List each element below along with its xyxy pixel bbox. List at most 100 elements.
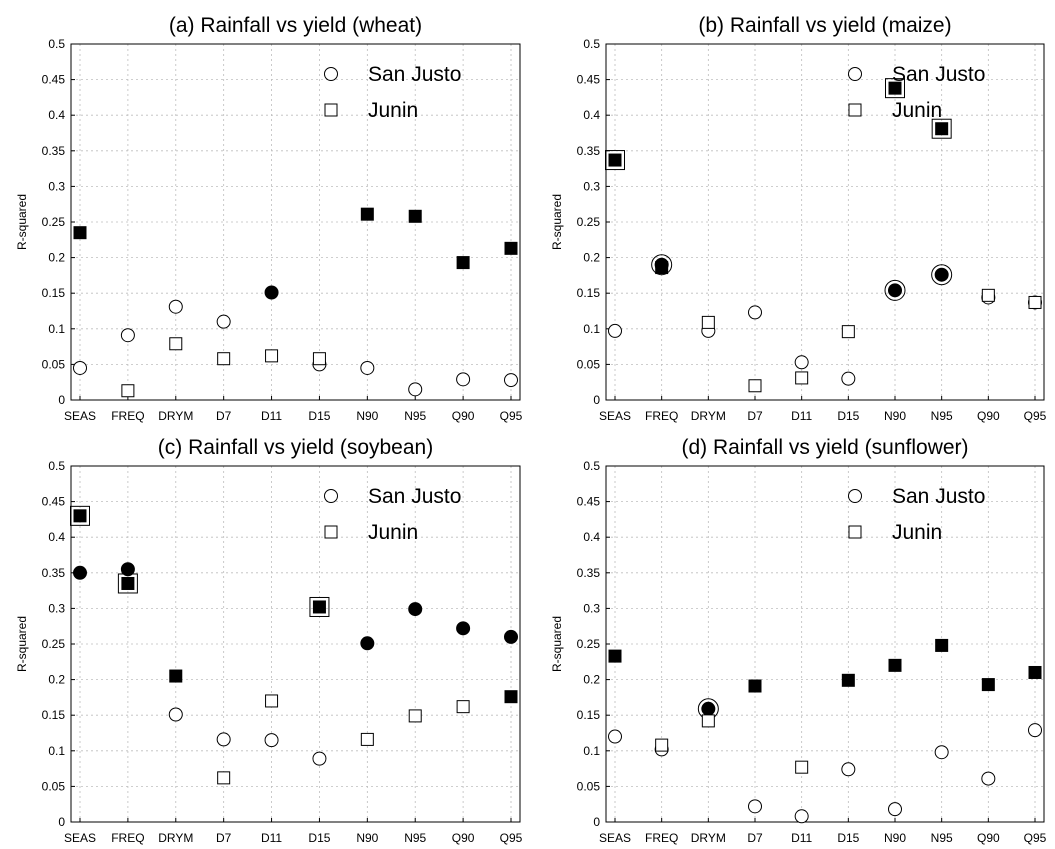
x-tick-label: N95: [931, 831, 953, 845]
x-tick-label: D15: [308, 831, 330, 845]
x-tick-label: D11: [261, 409, 282, 423]
legend-marker-circle: [324, 67, 338, 81]
y-tick-label: 0.5: [48, 37, 65, 51]
marker-circle: [312, 751, 327, 766]
marker-circle: [456, 372, 471, 387]
marker-square: [848, 525, 862, 539]
legend-marker-square: [324, 525, 338, 539]
y-tick-label: 0.4: [583, 530, 600, 544]
y-tick-label: 0.35: [42, 144, 66, 158]
y-tick-label: 0.25: [42, 637, 66, 651]
x-tick-label: Q90: [977, 409, 1000, 423]
data-point: [504, 241, 518, 255]
marker-square: [1028, 665, 1042, 679]
data-point: [608, 729, 622, 744]
data-point: [608, 323, 622, 338]
x-tick-label: D11: [791, 831, 812, 845]
x-tick-label: N90: [356, 831, 378, 845]
data-point: [1028, 723, 1042, 738]
marker-circle: [264, 733, 279, 748]
marker-circle: [408, 602, 423, 617]
data-point: [841, 325, 855, 339]
marker-circle: [324, 67, 338, 81]
data-point: [216, 314, 231, 329]
y-tick-label: 0.45: [577, 73, 601, 87]
data-point: [701, 714, 715, 728]
marker-circle: [504, 629, 518, 644]
marker-enclosing-box: [605, 150, 625, 171]
x-tick-label: N95: [404, 831, 426, 845]
data-point: [309, 596, 330, 617]
data-point: [408, 602, 423, 617]
y-tick-label: 0.1: [48, 744, 65, 758]
marker-circle: [120, 328, 135, 343]
y-tick-label: 0.05: [577, 779, 601, 793]
marker-square: [748, 679, 762, 693]
marker-square: [456, 700, 470, 714]
marker-enclosing-ring: [884, 279, 906, 301]
data-point: [360, 207, 374, 221]
x-tick-label: SEAS: [599, 409, 631, 423]
y-tick-label: 0.5: [583, 459, 600, 473]
marker-square: [608, 649, 622, 663]
y-tick-label: 0: [593, 815, 600, 829]
data-point: [841, 762, 856, 777]
x-tick-label: N95: [931, 409, 953, 423]
data-point: [794, 355, 809, 370]
x-tick-label: FREQ: [645, 831, 678, 845]
y-tick-label: 0.4: [48, 530, 65, 544]
marker-circle: [701, 701, 716, 716]
marker-circle: [841, 762, 856, 777]
marker-circle: [360, 636, 375, 651]
marker-square: [265, 349, 279, 363]
x-tick-label: D11: [261, 831, 282, 845]
x-tick-label: Q95: [500, 831, 523, 845]
marker-square: [935, 638, 949, 652]
x-tick-label: D11: [791, 409, 812, 423]
marker-square: [655, 738, 669, 752]
chart-title: (c) Rainfall vs yield (soybean): [158, 436, 433, 459]
legend-marker-square: [848, 103, 862, 117]
marker-square: [888, 658, 902, 672]
data-point: [408, 382, 423, 397]
data-point: [931, 264, 953, 286]
marker-circle: [456, 621, 471, 636]
marker-circle: [168, 299, 183, 314]
chart-panel-b: 0 0.05 0.1 0.15 0.2 0.25 0.3 0.35 0.4 0.45 0.5 SEAS…: [550, 14, 1047, 423]
marker-circle: [794, 809, 809, 824]
legend-label: Junin: [892, 99, 942, 122]
data-point: [884, 279, 906, 301]
x-tick-label: D15: [308, 409, 330, 423]
legend-label: Junin: [368, 99, 418, 122]
marker-square: [701, 315, 715, 329]
x-tick-label: FREQ: [111, 409, 144, 423]
x-tick-label: N90: [884, 831, 906, 845]
marker-square: [408, 709, 422, 723]
data-point: [456, 256, 470, 270]
marker-enclosing-ring: [651, 254, 673, 276]
y-axis-label: R-squared: [550, 616, 564, 672]
data-point: [981, 771, 996, 786]
y-tick-label: 0.1: [48, 322, 65, 336]
y-tick-label: 0.4: [48, 108, 65, 122]
data-point: [981, 678, 995, 692]
marker-circle: [216, 732, 231, 747]
y-tick-label: 0.15: [577, 708, 601, 722]
marker-square: [73, 226, 87, 240]
chart-panel-c: 0 0.05 0.1 0.15 0.2 0.25 0.3 0.35 0.4 0.45 0.5 SEAS…: [15, 436, 523, 845]
y-axis-label: R-squared: [550, 194, 564, 250]
x-tick-label: DRYM: [691, 831, 726, 845]
data-point: [360, 732, 374, 746]
y-tick-label: 0.15: [42, 708, 66, 722]
marker-square: [504, 241, 518, 255]
data-point: [608, 649, 622, 663]
x-tick-label: FREQ: [111, 831, 144, 845]
legend-label: San Justo: [368, 63, 461, 86]
data-point: [265, 349, 279, 363]
data-point: [120, 562, 135, 577]
y-tick-label: 0.3: [583, 179, 600, 193]
legend-label: San Justo: [368, 485, 461, 508]
marker-square: [121, 576, 135, 590]
data-point: [360, 636, 375, 651]
marker-circle: [1028, 723, 1042, 738]
